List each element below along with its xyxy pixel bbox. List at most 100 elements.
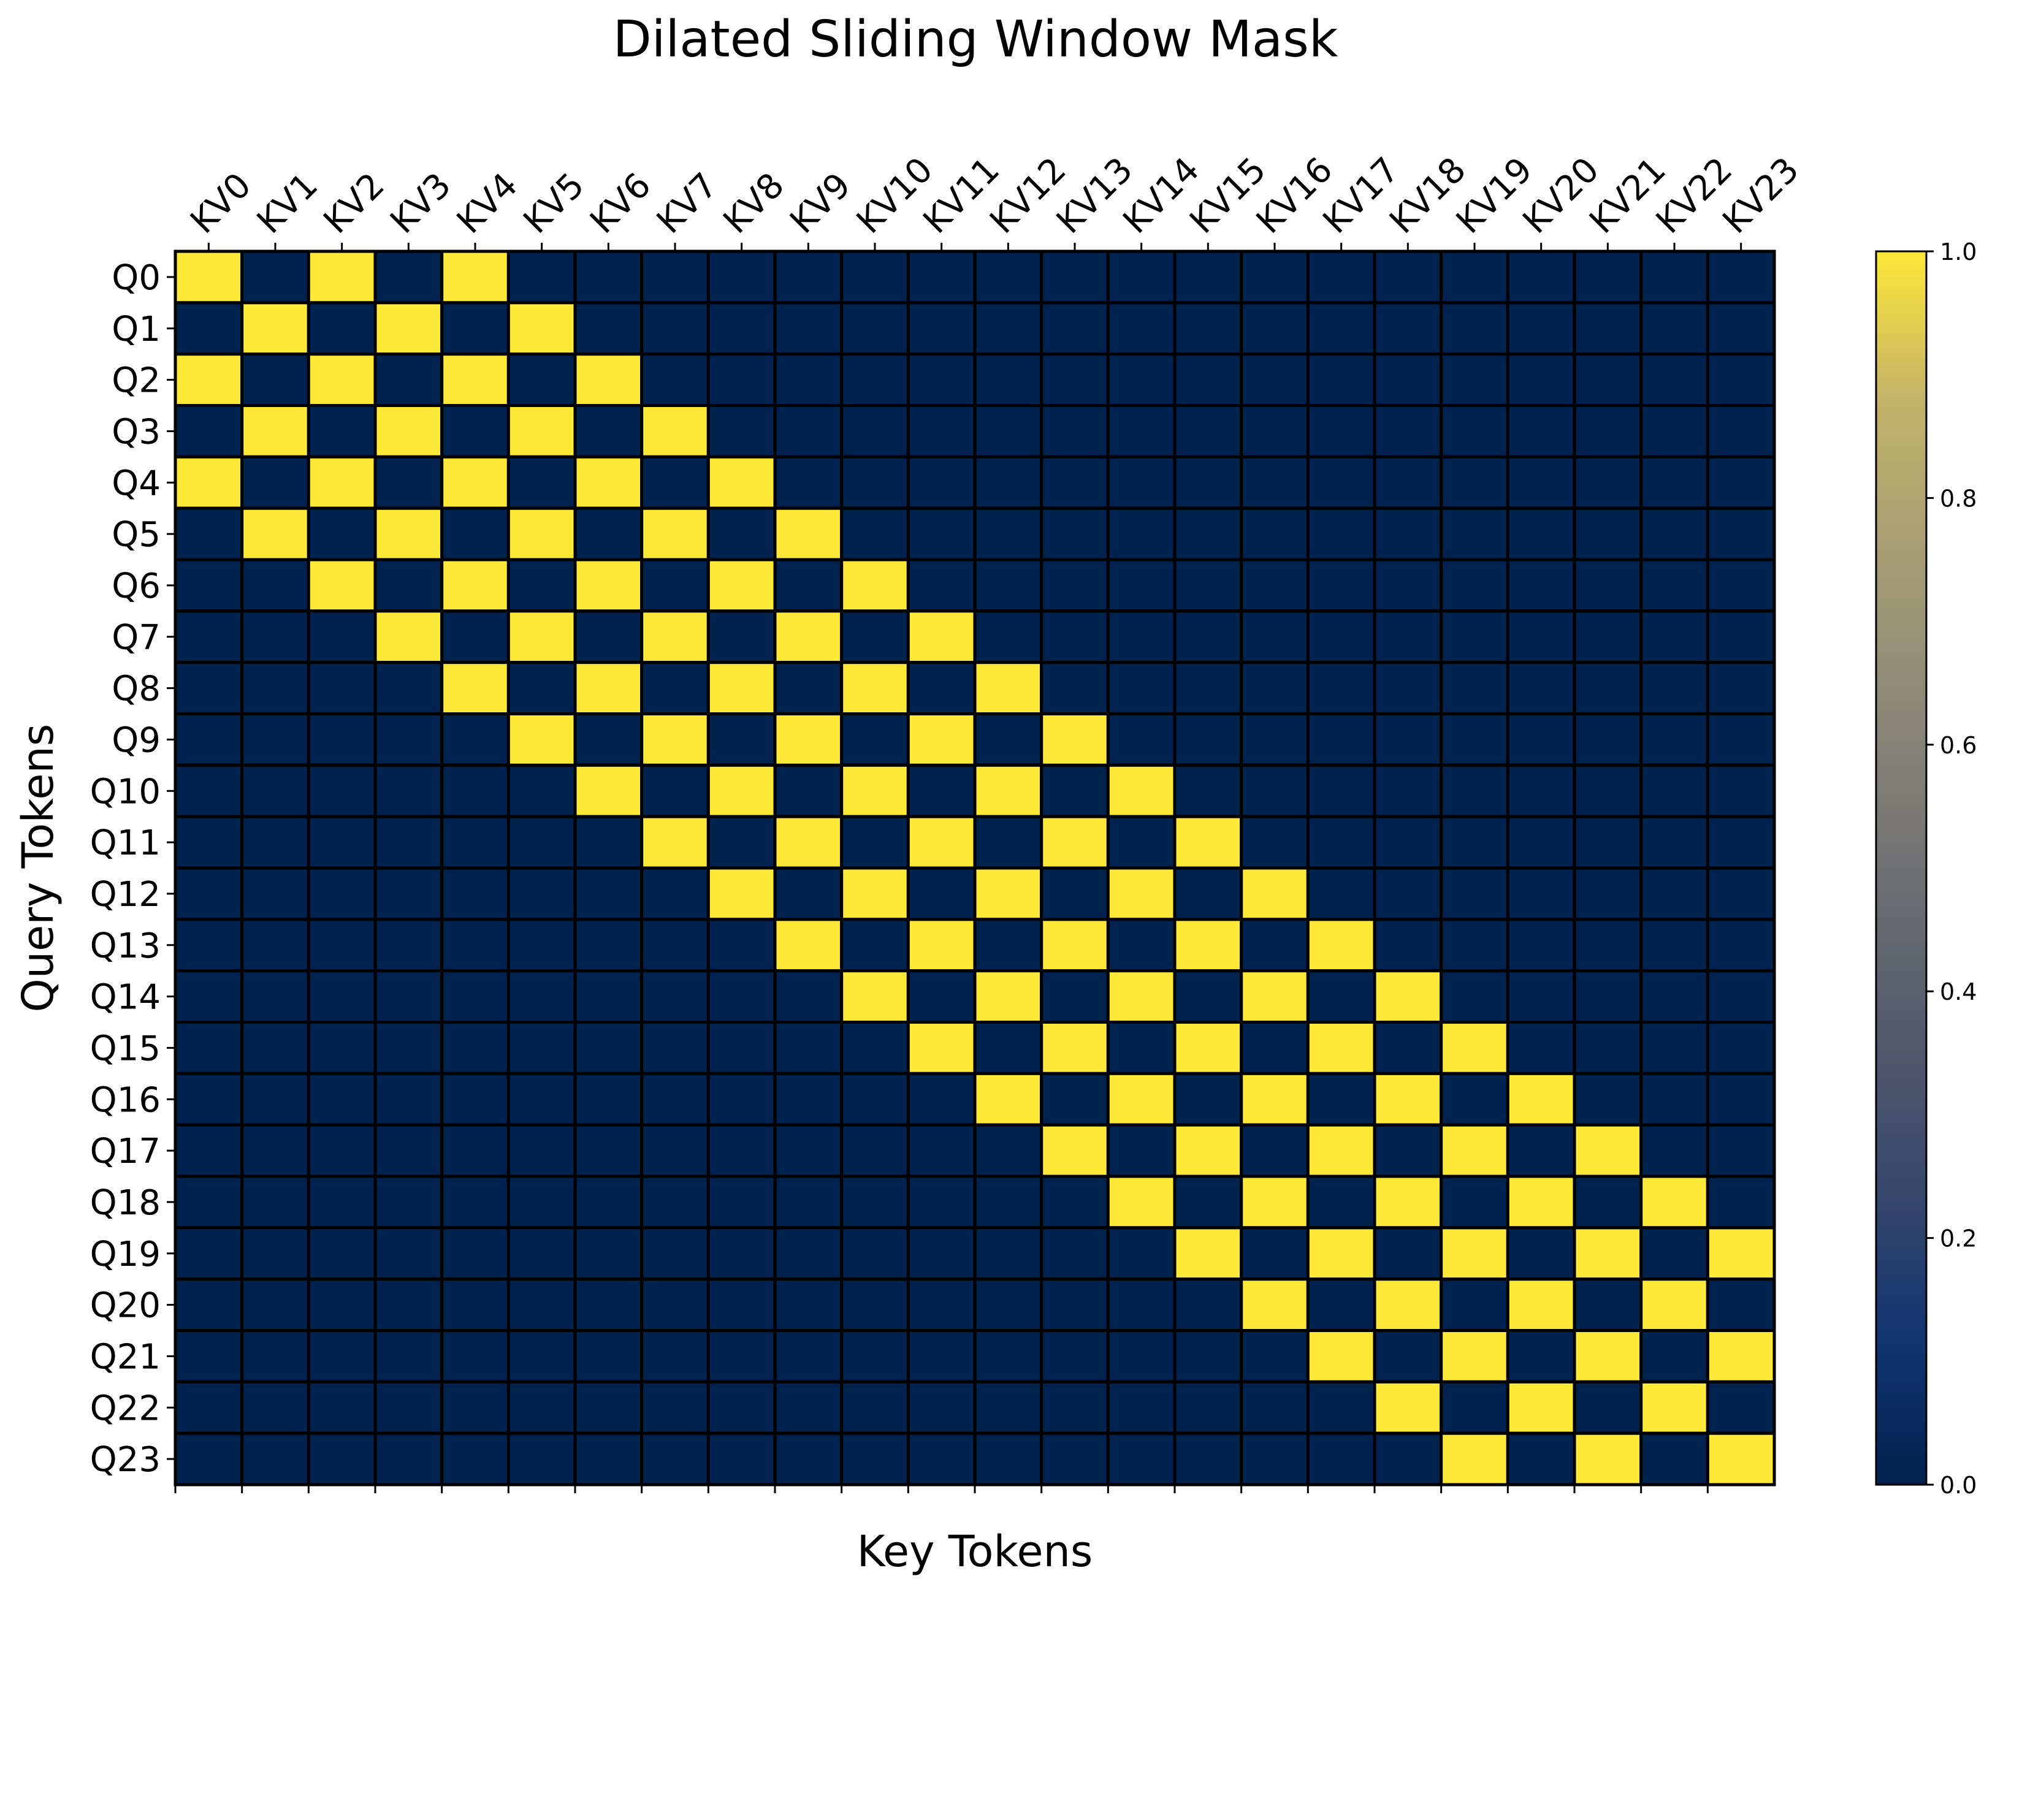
x-tick-label: KV15	[1182, 150, 1273, 241]
heatmap-cell-q13-kv17	[1306, 918, 1376, 973]
heatmap-cell-q11-kv7	[640, 815, 710, 870]
heatmap-cell-q16-kv4	[440, 1072, 510, 1127]
heatmap-cell-q17-kv3	[373, 1123, 444, 1178]
heatmap-cell-q22-kv18	[1373, 1380, 1443, 1435]
heatmap-cell-q6-kv3	[373, 558, 444, 613]
y-tick-label: Q15	[90, 1029, 161, 1068]
heatmap-cell-q15-kv4	[440, 1021, 510, 1075]
heatmap-cell-q19-kv18	[1373, 1226, 1443, 1281]
heatmap-cell-q19-kv20	[1506, 1226, 1576, 1281]
heatmap-cell-q11-kv21	[1573, 815, 1643, 870]
heatmap-cell-q23-kv1	[240, 1431, 310, 1487]
heatmap-cell-q5-kv20	[1506, 506, 1576, 562]
heatmap-cell-q0-kv19	[1440, 249, 1509, 305]
heatmap-cell-q15-kv0	[174, 1021, 244, 1075]
heatmap-cell-q10-kv3	[373, 763, 444, 818]
heatmap-cell-q10-kv8	[706, 763, 777, 818]
heatmap-cell-q19-kv21	[1573, 1226, 1643, 1281]
heatmap-cell-q2-kv2	[307, 352, 377, 407]
heatmap-cell-q1-kv3	[373, 301, 444, 356]
heatmap-cell-q14-kv15	[1173, 969, 1243, 1024]
heatmap-cell-q7-kv19	[1440, 609, 1509, 664]
y-tick-label: Q19	[90, 1235, 161, 1274]
x-tick-label: KV14	[1116, 150, 1207, 241]
heatmap-cell-q1-kv23	[1706, 301, 1776, 356]
x-tick-label: KV17	[1316, 150, 1407, 241]
heatmap-cell-q1-kv16	[1240, 301, 1310, 356]
heatmap-cell-q9-kv16	[1240, 712, 1310, 767]
heatmap-cell-q11-kv8	[706, 815, 777, 870]
heatmap-cell-q13-kv14	[1106, 918, 1177, 973]
heatmap-cell-q9-kv2	[307, 712, 377, 767]
heatmap-cell-q18-kv9	[773, 1175, 844, 1230]
heatmap-cell-q8-kv23	[1706, 661, 1776, 716]
heatmap-cell-q16-kv11	[906, 1072, 977, 1127]
heatmap-cell-q12-kv7	[640, 866, 710, 921]
heatmap-cell-q1-kv8	[706, 301, 777, 356]
heatmap-cell-q19-kv12	[973, 1226, 1043, 1281]
heatmap-cell-q1-kv7	[640, 301, 710, 356]
heatmap-cell-q0-kv21	[1573, 249, 1643, 305]
heatmap-cell-q5-kv23	[1706, 506, 1776, 562]
heatmap-cell-q5-kv16	[1240, 506, 1310, 562]
heatmap-cell-q4-kv17	[1306, 455, 1376, 510]
heatmap-cell-q8-kv19	[1440, 661, 1509, 716]
heatmap-cell-q2-kv5	[506, 352, 577, 407]
heatmap-cell-q22-kv22	[1639, 1380, 1709, 1435]
heatmap-cell-q23-kv13	[1040, 1431, 1110, 1487]
heatmap-cell-q15-kv1	[240, 1021, 310, 1075]
heatmap-cell-q23-kv3	[373, 1431, 444, 1487]
heatmap-cell-q9-kv14	[1106, 712, 1177, 767]
heatmap-cell-q3-kv7	[640, 404, 710, 459]
heatmap-cell-q2-kv10	[840, 352, 910, 407]
heatmap-cell-q17-kv17	[1306, 1123, 1376, 1178]
heatmap-cell-q23-kv9	[773, 1431, 844, 1487]
heatmap-cell-q9-kv4	[440, 712, 510, 767]
heatmap-cell-q0-kv7	[640, 249, 710, 305]
heatmap-cell-q4-kv22	[1639, 455, 1709, 510]
heatmap-cell-q17-kv9	[773, 1123, 844, 1178]
heatmap-cell-q3-kv8	[706, 404, 777, 459]
heatmap-cell-q7-kv7	[640, 609, 710, 664]
heatmap-cell-q8-kv21	[1573, 661, 1643, 716]
heatmap-cell-q2-kv23	[1706, 352, 1776, 407]
heatmap-cell-q15-kv3	[373, 1021, 444, 1075]
heatmap-cell-q13-kv8	[706, 918, 777, 973]
heatmap-cell-q12-kv23	[1706, 866, 1776, 921]
heatmap-cell-q11-kv3	[373, 815, 444, 870]
heatmap-cell-q15-kv9	[773, 1021, 844, 1075]
x-tick-label: KV3	[383, 166, 459, 242]
heatmap-cell-q12-kv11	[906, 866, 977, 921]
heatmap-cell-q6-kv16	[1240, 558, 1310, 613]
heatmap-cell-q19-kv5	[506, 1226, 577, 1281]
heatmap-cell-q21-kv0	[174, 1329, 244, 1384]
heatmap-cell-q7-kv10	[840, 609, 910, 664]
heatmap-cell-q2-kv7	[640, 352, 710, 407]
x-tick-label: KV16	[1249, 150, 1340, 241]
heatmap-cell-q21-kv21	[1573, 1329, 1643, 1384]
y-tick-label: Q21	[90, 1337, 161, 1377]
heatmap-cell-q8-kv5	[506, 661, 577, 716]
heatmap-cell-q3-kv19	[1440, 404, 1509, 459]
heatmap-cell-q2-kv8	[706, 352, 777, 407]
heatmap-cell-q23-kv6	[573, 1431, 644, 1487]
heatmap-cell-q19-kv11	[906, 1226, 977, 1281]
heatmap-cell-q8-kv11	[906, 661, 977, 716]
heatmap-cell-q22-kv15	[1173, 1380, 1243, 1435]
x-tick-label: KV12	[982, 150, 1074, 241]
heatmap-cell-q12-kv9	[773, 866, 844, 921]
heatmap-cell-q12-kv13	[1040, 866, 1110, 921]
heatmap-cell-q16-kv10	[840, 1072, 910, 1127]
heatmap-cell-q8-kv10	[840, 661, 910, 716]
heatmap-cell-q1-kv10	[840, 301, 910, 356]
heatmap-cell-q16-kv9	[773, 1072, 844, 1127]
heatmap-cell-q22-kv7	[640, 1380, 710, 1435]
heatmap-cell-q18-kv20	[1506, 1175, 1576, 1230]
heatmap-cell-q3-kv12	[973, 404, 1043, 459]
heatmap-cell-q17-kv23	[1706, 1123, 1776, 1178]
heatmap-cell-q7-kv23	[1706, 609, 1776, 664]
heatmap-cell-q6-kv20	[1506, 558, 1576, 613]
heatmap-cell-q21-kv3	[373, 1329, 444, 1384]
heatmap-cell-q14-kv20	[1506, 969, 1576, 1024]
